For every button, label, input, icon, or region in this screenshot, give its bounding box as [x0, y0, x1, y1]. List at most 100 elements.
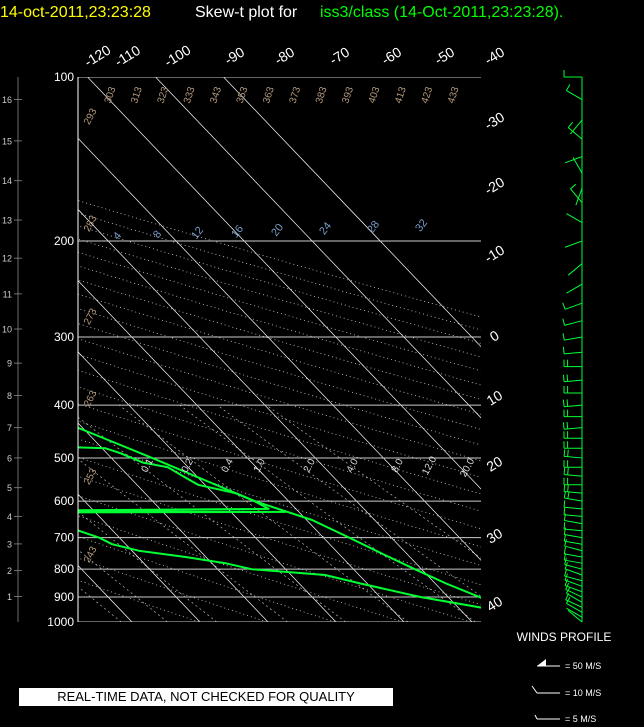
wind-barb-feather	[567, 484, 569, 492]
temp-tick-label-top: -100	[161, 41, 193, 70]
height-tick-label: 14	[2, 176, 12, 186]
wind-barb	[564, 240, 583, 248]
pressure-tick-label: 300	[54, 330, 74, 344]
height-tick-label: 12	[2, 254, 12, 264]
wind-barb	[564, 564, 583, 570]
wind-barb	[564, 506, 583, 510]
wind-barb-feather	[564, 539, 567, 547]
plot-label: Skew-t plot for	[195, 4, 298, 21]
title-bar: 14-oct-2011,23:23:28 Skew-t plot for iss…	[0, 4, 563, 21]
height-tick-label: 11	[3, 289, 12, 299]
wind-barb	[566, 592, 583, 603]
mixing-ratio-label: 12	[189, 225, 206, 242]
wind-barb	[575, 188, 583, 206]
wind-barb	[564, 302, 583, 310]
wind-barb-feather	[563, 527, 566, 535]
temp-tick-label-top: -110	[112, 42, 144, 70]
wind-barb-feather	[562, 374, 565, 382]
wind-barb	[564, 520, 583, 525]
temperature-trace	[78, 426, 481, 599]
wind-barb	[564, 336, 583, 341]
mixing-ratio-label: 24	[317, 220, 334, 237]
dry-adiabat-line	[78, 200, 481, 318]
dry-adiabat-label: 333	[182, 85, 198, 105]
dry-adiabat-label: 393	[340, 85, 356, 105]
wind-barb	[566, 213, 583, 224]
temp-tick-label-right: -30	[482, 109, 508, 133]
wind-barb-feather	[562, 302, 566, 310]
dry-adiabat-line	[78, 353, 481, 478]
wind-barb-feather	[564, 562, 568, 570]
temp-tick-label-right: 0	[487, 327, 502, 345]
height-tick-label: 15	[2, 136, 12, 146]
wind-barb-feather	[567, 491, 570, 499]
dry-adiabat-line	[78, 386, 481, 512]
dry-adiabat-label: 293	[82, 106, 100, 126]
dry-adiabat-label: 353	[235, 85, 251, 105]
winds-profile-title: WINDS PROFILE	[517, 630, 612, 644]
wind-barb	[572, 157, 583, 174]
wind-barb-feather	[563, 490, 566, 499]
pressure-tick-label: 900	[54, 590, 74, 604]
dry-adiabat-label: 373	[288, 85, 304, 105]
height-tick-label: 13	[2, 216, 12, 226]
isotherm-line	[78, 493, 201, 622]
wind-barb	[567, 263, 583, 276]
pressure-tick-label: 600	[54, 494, 74, 508]
dry-adiabat-line	[78, 251, 481, 372]
mixing-ratio-label-lower: 2.0	[302, 457, 318, 475]
wind-barb-feather	[564, 557, 567, 565]
dry-adiabat-line	[78, 265, 481, 386]
dry-adiabat-label: 303	[103, 85, 119, 105]
dry-adiabat-line	[78, 308, 481, 430]
date-label: 14-oct-2011,23:23:28	[0, 4, 151, 21]
pressure-tick-label: 400	[54, 398, 74, 412]
dry-adiabat-label: 343	[208, 85, 224, 105]
mixing-ratio-label-lower: 8.0	[390, 457, 406, 475]
wind-barb	[564, 528, 583, 532]
wind-barb	[564, 575, 583, 582]
isotherm-line	[78, 280, 405, 622]
wind-barb	[564, 559, 583, 564]
dry-adiabat-line	[78, 238, 481, 358]
mixing-ratio-label: 16	[229, 223, 246, 240]
height-tick-label: 8	[7, 391, 12, 401]
wind-barb	[564, 497, 583, 502]
legend-50ms-flag	[537, 659, 546, 666]
dry-adiabat-line	[78, 438, 481, 566]
wind-barb-feather	[562, 318, 566, 326]
mixing-ratio-label: 28	[365, 219, 382, 236]
dry-adiabat-label: 403	[367, 85, 383, 105]
isotherm-line	[223, 77, 481, 348]
temp-tick-label-right: -10	[482, 242, 508, 266]
height-tick-label: 10	[2, 325, 12, 335]
wind-barb-feather	[565, 84, 571, 91]
wind-barb	[564, 514, 583, 517]
wind-barb-feather	[563, 500, 566, 508]
dry-adiabat-label: 253	[82, 466, 100, 486]
wind-barb-feather	[563, 534, 566, 542]
mixing-ratio-label-lower: 4.0	[345, 457, 361, 475]
height-tick-label: 2	[7, 566, 12, 576]
dry-adiabat-line	[78, 536, 336, 622]
height-tick-label: 6	[7, 453, 12, 463]
wind-barb	[567, 127, 583, 140]
height-tick-label: 1	[7, 592, 12, 602]
legend-50ms-label: = 50 M/S	[565, 661, 601, 671]
legend-5ms-feather	[534, 714, 538, 720]
dry-adiabat-line	[78, 225, 481, 344]
wind-barb	[566, 283, 583, 294]
dry-adiabat-line	[78, 403, 481, 530]
wind-barb	[564, 404, 583, 408]
isotherm-line	[87, 77, 481, 490]
wind-barb	[564, 553, 583, 558]
height-tick-label: 16	[2, 95, 12, 105]
pressure-tick-label: 200	[54, 234, 74, 248]
temp-tick-label-right: -20	[482, 174, 508, 198]
wind-barb-feather	[562, 422, 565, 430]
mixing-ratio-label-lower: 20.0	[458, 456, 477, 479]
wind-barb-feather	[565, 597, 571, 604]
dry-adiabat-label: 273	[82, 306, 100, 326]
temp-tick-label-top: -90	[222, 44, 248, 68]
height-tick-label: 9	[7, 359, 12, 369]
